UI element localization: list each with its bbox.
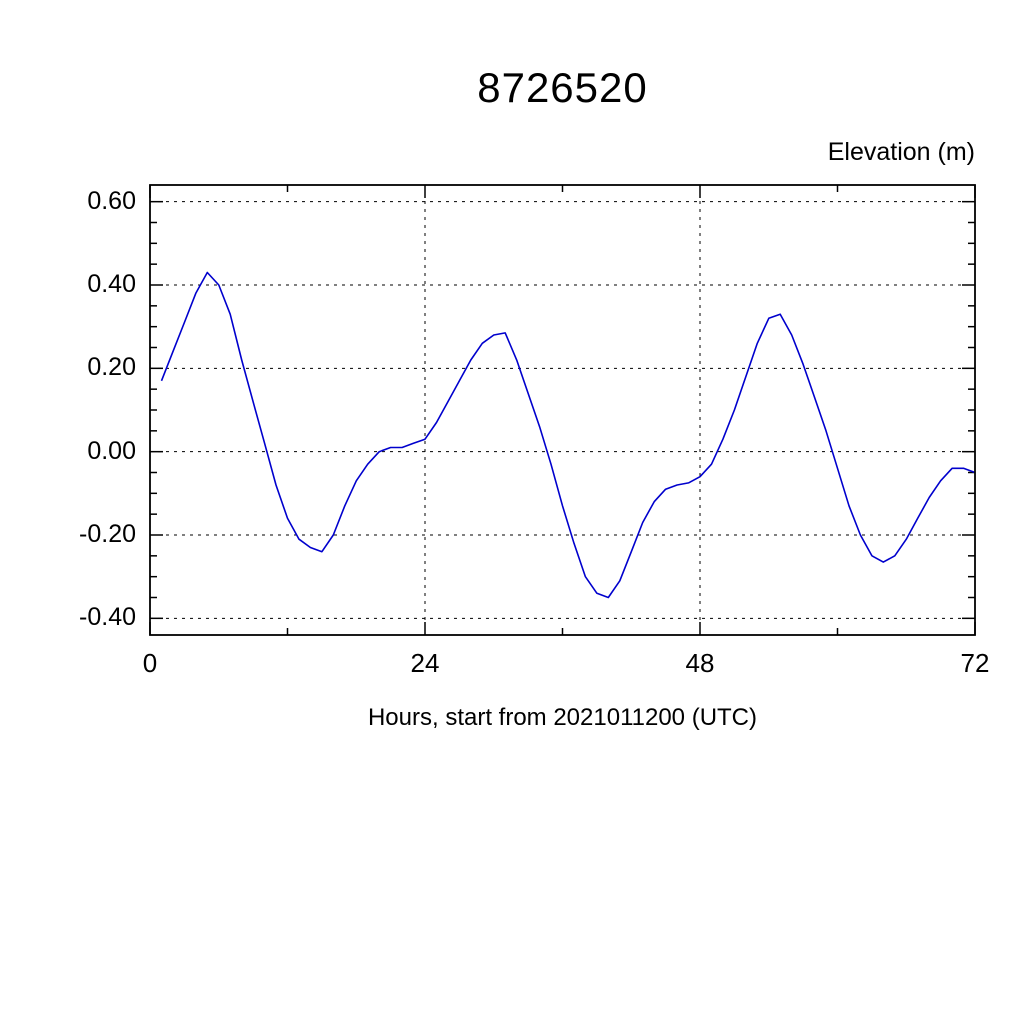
x-axis-title: Hours, start from 2021011200 (UTC) <box>367 704 758 731</box>
x-tick-label: 72 <box>960 648 990 678</box>
y-tick-label: -0.20 <box>79 520 136 548</box>
x-tick-label: 0 <box>142 648 158 678</box>
chart-title: 8726520 <box>477 64 648 111</box>
y-tick-label: 0.20 <box>87 353 136 382</box>
x-tick-label: 24 <box>410 648 440 678</box>
y-tick-label: 0.40 <box>87 270 136 298</box>
plot-frame <box>149 184 976 636</box>
elevation-line <box>160 271 976 599</box>
x-tick-label: 48 <box>685 648 715 678</box>
y-axis-title: Elevation (m) <box>827 138 975 166</box>
y-tick-label: -0.40 <box>79 603 136 632</box>
y-tick-label: 0.60 <box>87 186 136 215</box>
y-tick-label: 0.00 <box>87 436 136 465</box>
